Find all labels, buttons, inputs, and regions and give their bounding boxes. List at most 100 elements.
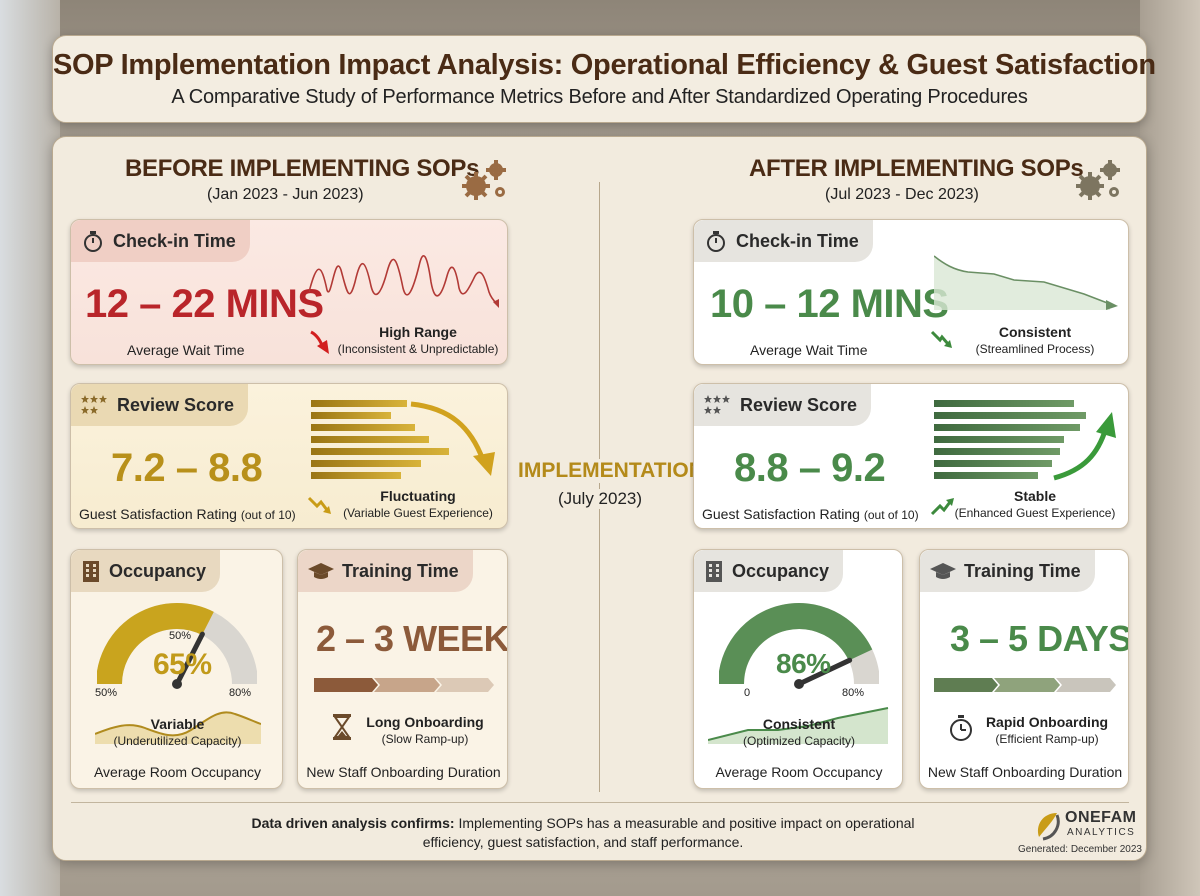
graduation-cap-icon <box>308 563 334 579</box>
stars-icon <box>81 395 107 414</box>
hourglass-icon <box>333 714 351 740</box>
after-checkin-value: 10 – 12 MINS <box>710 282 949 326</box>
before-occupancy-trend-title: Variable <box>150 716 205 732</box>
before-gauge-min: 50% <box>95 687 118 699</box>
before-review-card: Review Score 7.2 – 8.8 Guest Satisfactio… <box>70 383 508 529</box>
implementation-label: IMPLEMENTATION <box>518 459 704 483</box>
after-training-progress <box>934 678 1116 692</box>
after-training-label: Training Time <box>964 560 1081 581</box>
before-review-bars <box>311 400 495 479</box>
before-occupancy-trend-sub: (Underutilized Capacity) <box>113 734 242 748</box>
before-occupancy-tab: Occupancy <box>71 550 221 592</box>
before-occupancy-label: Occupancy <box>109 560 207 581</box>
stopwatch-icon <box>707 231 725 252</box>
page-title: SOP Implementation Impact Analysis: Oper… <box>53 49 1156 81</box>
after-occupancy-caption: Average Room Occupancy <box>715 764 883 780</box>
after-training-card: Training Time 3 – 5 DAYS Rapid Onboardin… <box>919 549 1129 789</box>
footer-divider <box>71 802 1129 803</box>
after-occupancy-label: Occupancy <box>732 560 830 581</box>
after-review-card: Review Score 8.8 – 9.2 Guest Satisfactio… <box>693 383 1129 529</box>
before-review-caption: Guest Satisfaction Rating (out of 10) <box>79 506 296 522</box>
after-review-caption: Guest Satisfaction Rating (out of 10) <box>702 506 919 522</box>
after-occupancy-value: 86% <box>776 648 831 679</box>
after-training-trend-sub: (Efficient Ramp-up) <box>995 732 1099 746</box>
after-review-tab: Review Score <box>694 384 872 426</box>
down-arrow-icon <box>310 330 329 354</box>
before-review-trend-sub: (Variable Guest Experience) <box>343 506 493 520</box>
before-occupancy-card: Occupancy 65% 50% 50% 80% Variable (Unde… <box>70 549 283 789</box>
after-occupancy-card: Occupancy 86% 0 80% Consistent (Optimize… <box>693 549 903 789</box>
before-training-trend-sub: (Slow Ramp-up) <box>381 732 469 746</box>
stopwatch-icon <box>950 715 972 741</box>
comparison-panel: BEFORE IMPLEMENTING SOPs (Jan 2023 - Jun… <box>52 136 1147 861</box>
gears-icon <box>1076 160 1120 200</box>
before-review-label: Review Score <box>117 394 235 415</box>
after-occupancy-tab: Occupancy <box>694 550 844 592</box>
before-occupancy-value: 65% <box>153 648 212 681</box>
before-checkin-tab: Check-in Time <box>71 220 250 262</box>
fluctuating-arrow-icon <box>307 496 331 514</box>
after-review-value: 8.8 – 9.2 <box>734 446 886 490</box>
before-occupancy-wave <box>95 711 261 744</box>
stars-icon <box>704 395 730 414</box>
after-checkin-label: Check-in Time <box>736 230 859 251</box>
before-review-value: 7.2 – 8.8 <box>111 446 263 490</box>
after-checkin-sparkline <box>934 255 1118 310</box>
after-review-trend-sub: (Enhanced Guest Experience) <box>954 506 1116 520</box>
page-subtitle: A Comparative Study of Performance Metri… <box>171 86 1028 108</box>
after-training-value: 3 – 5 DAYS <box>950 618 1129 659</box>
after-checkin-card: Check-in Time 10 – 12 MINS Average Wait … <box>693 219 1129 365</box>
before-gauge-mid: 50% <box>169 630 192 642</box>
before-checkin-value: 12 – 22 MINS <box>85 282 324 326</box>
background-left <box>0 0 60 896</box>
before-training-label: Training Time <box>342 560 459 581</box>
after-checkin-trend-title: Consistent <box>998 324 1072 340</box>
after-training-caption: New Staff Onboarding Duration <box>927 764 1123 780</box>
down-trend-arrow-icon <box>930 330 952 348</box>
before-checkin-caption: Average Wait Time <box>127 342 245 358</box>
after-gauge-min: 0 <box>744 687 751 699</box>
before-title: BEFORE IMPLEMENTING SOPs <box>125 155 480 182</box>
before-training-trend-title: Long Onboarding <box>366 714 484 730</box>
after-period: (Jul 2023 - Dec 2023) <box>825 186 979 203</box>
onefam-logo-icon <box>1037 813 1060 841</box>
after-training-trend-title: Rapid Onboarding <box>985 714 1109 730</box>
up-trend-arrow-icon <box>930 498 954 516</box>
after-checkin-caption: Average Wait Time <box>750 342 868 358</box>
after-occupancy-gauge <box>719 603 879 689</box>
brand-subtitle: ANALYTICS <box>1067 827 1136 838</box>
stopwatch-icon <box>84 231 102 252</box>
after-gauge-max: 80% <box>842 687 865 699</box>
before-training-progress <box>314 678 494 692</box>
footer-conclusion: Data driven analysis confirms: Implement… <box>251 815 915 850</box>
before-occupancy-gauge <box>97 602 257 689</box>
brand-name: ONEFAM <box>1065 809 1137 826</box>
implementation-date: (July 2023) <box>518 489 682 509</box>
after-review-label: Review Score <box>740 394 858 415</box>
generated-date: Generated: December 2023 <box>1018 844 1142 855</box>
after-occupancy-trend-title: Consistent <box>762 716 836 732</box>
timeline-divider <box>599 182 600 792</box>
after-review-bars <box>934 400 1116 481</box>
before-checkin-sparkline <box>309 254 499 308</box>
after-checkin-trend-sub: (Streamlined Process) <box>975 342 1095 356</box>
before-checkin-trend-sub: (Inconsistent & Unpredictable) <box>337 342 499 356</box>
before-occupancy-caption: Average Room Occupancy <box>93 764 262 780</box>
after-review-trend-title: Stable <box>1013 488 1056 504</box>
before-checkin-label: Check-in Time <box>113 230 236 251</box>
background-right <box>1140 0 1200 896</box>
header-banner: SOP Implementation Impact Analysis: Oper… <box>52 35 1156 123</box>
building-icon <box>83 561 99 582</box>
before-review-trend-title: Fluctuating <box>380 488 456 504</box>
before-training-value: 2 – 3 WEEKS <box>316 618 508 659</box>
graduation-cap-icon <box>930 563 956 579</box>
before-period: (Jan 2023 - Jun 2023) <box>207 186 364 203</box>
before-checkin-trend-title: High Range <box>379 324 457 340</box>
before-training-caption: New Staff Onboarding Duration <box>306 764 501 780</box>
building-icon <box>706 561 722 582</box>
before-gauge-max: 80% <box>229 687 252 699</box>
gears-icon <box>462 160 506 200</box>
before-training-tab: Training Time <box>298 550 473 592</box>
after-occupancy-trend-sub: (Optimized Capacity) <box>742 734 856 748</box>
before-checkin-card: Check-in Time 12 – 22 MINS Average Wait … <box>70 219 508 365</box>
